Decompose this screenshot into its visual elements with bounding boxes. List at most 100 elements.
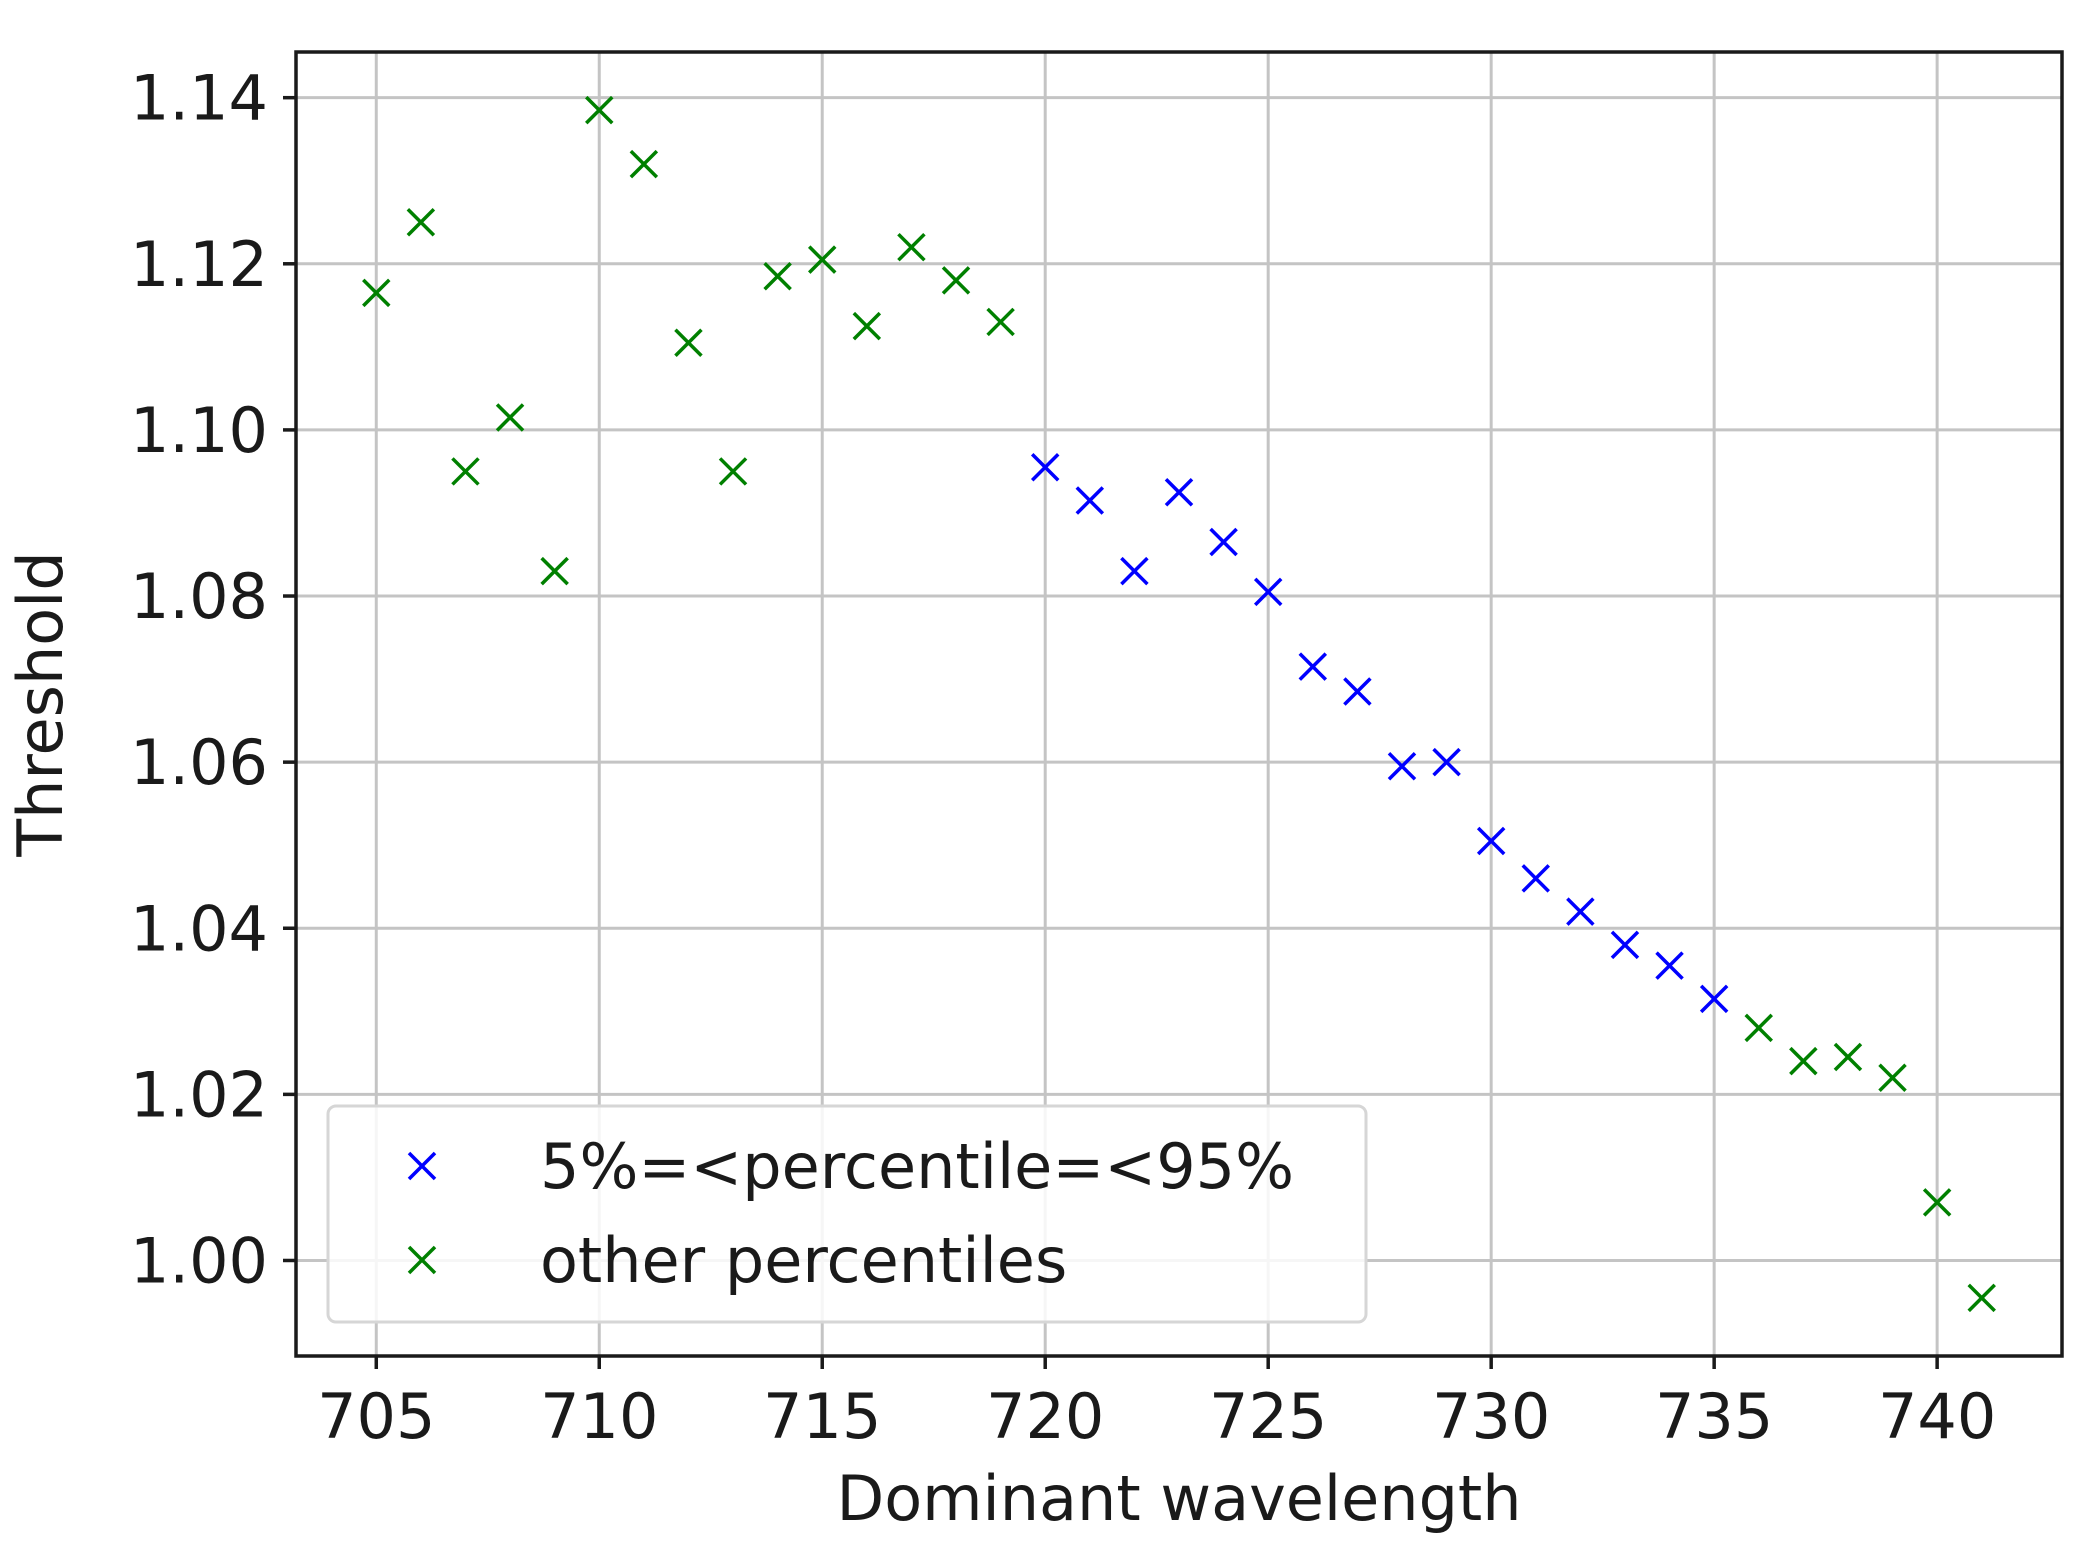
x-tick-label: 720 [986, 1380, 1104, 1453]
x-tick-label: 730 [1432, 1380, 1550, 1453]
x-mark-stroke [1253, 577, 1283, 607]
data-point-series-2 [1833, 1042, 1863, 1072]
legend: 5%=<percentile=<95% other percentiles [326, 1104, 1368, 1324]
x-mark-stroke [1343, 677, 1372, 706]
legend-label-series-2: other percentiles [540, 1224, 1067, 1297]
x-mark-stroke [986, 307, 1015, 337]
data-point-series-2 [941, 266, 971, 295]
data-points [362, 95, 1996, 1313]
x-mark-stroke [1432, 747, 1461, 777]
y-tick-label: 1.12 [130, 228, 268, 301]
x-mark-stroke [763, 262, 792, 291]
data-point-series-2 [1789, 1046, 1818, 1076]
x-mark-stroke [1476, 826, 1506, 856]
data-point-series-1 [1164, 477, 1194, 507]
legend-x-mark [407, 1151, 437, 1181]
x-mark-stroke [1967, 1283, 1996, 1313]
legend-box [326, 1104, 1368, 1324]
data-point-series-2 [540, 556, 569, 586]
legend-x-mark [407, 1245, 437, 1275]
x-mark-stroke [1744, 1013, 1773, 1043]
data-point-series-1 [1387, 752, 1417, 781]
x-mark-stroke [1075, 486, 1105, 515]
data-point-series-1 [1521, 864, 1551, 893]
x-mark-stroke [1521, 864, 1551, 893]
x-mark-stroke [1566, 897, 1595, 926]
x-mark-stroke [807, 245, 837, 274]
x-tick-label: 725 [1209, 1380, 1327, 1453]
data-point-series-2 [1922, 1188, 1952, 1217]
y-tick-label: 1.10 [130, 394, 268, 467]
x-mark-stroke [362, 278, 391, 308]
x-mark-stroke [1878, 1063, 1907, 1092]
data-point-series-2 [807, 245, 837, 274]
data-point-series-1 [1610, 930, 1640, 960]
data-point-series-1 [1209, 527, 1238, 557]
x-mark-stroke [407, 1151, 437, 1181]
x-mark-stroke [629, 149, 659, 179]
x-tick-label: 740 [1878, 1380, 1996, 1453]
x-tick-label: 735 [1655, 1380, 1773, 1453]
legend-marker-series-1 [407, 1151, 437, 1181]
x-mark-stroke [1833, 1042, 1863, 1072]
x-mark-stroke [1209, 527, 1238, 557]
x-tick-label: 715 [763, 1380, 881, 1453]
data-point-series-1 [1655, 951, 1684, 980]
x-mark-stroke [540, 556, 569, 586]
y-tick-label: 1.08 [130, 560, 268, 633]
legend-marker-series-2 [407, 1245, 437, 1275]
y-tick-label: 1.04 [130, 892, 268, 965]
x-mark-stroke [1387, 752, 1417, 781]
data-point-series-1 [1298, 652, 1328, 681]
y-tick-label: 1.02 [130, 1058, 268, 1131]
x-mark-stroke [1789, 1046, 1818, 1076]
plot-frame [294, 50, 2064, 1358]
y-tick-label: 1.14 [130, 62, 268, 135]
x-mark-stroke [451, 457, 480, 486]
data-point-series-1 [1030, 453, 1060, 482]
data-point-series-2 [852, 311, 882, 341]
x-mark-stroke [852, 311, 882, 341]
x-mark-stroke [897, 232, 926, 262]
data-point-series-1 [1432, 747, 1461, 777]
data-point-series-2 [897, 232, 926, 262]
data-point-series-2 [406, 208, 436, 237]
x-mark-stroke [406, 208, 436, 237]
data-point-series-2 [674, 328, 703, 357]
x-mark-stroke [1120, 556, 1149, 586]
data-point-series-2 [986, 307, 1015, 337]
axis-ticks: 705 710 715 720 725 730 735 740 1.00 1.02 1.04 1.06… [130, 62, 1996, 1453]
data-point-series-1 [1699, 984, 1729, 1014]
x-tick-label: 710 [540, 1380, 658, 1453]
y-tick-label: 1.00 [130, 1224, 268, 1297]
x-mark-stroke [1610, 930, 1640, 960]
plot-frame-rect [294, 50, 2064, 1358]
data-point-series-2 [495, 403, 525, 432]
x-mark-stroke [1699, 984, 1729, 1014]
x-mark-stroke [1922, 1188, 1952, 1217]
data-point-series-2 [362, 278, 391, 308]
y-axis-label: Threshold [4, 551, 77, 858]
x-mark-stroke [407, 1245, 437, 1275]
data-point-series-2 [629, 149, 659, 179]
data-point-series-2 [1744, 1013, 1773, 1043]
x-mark-stroke [674, 328, 703, 357]
y-tick-label: 1.06 [130, 726, 268, 799]
x-mark-stroke [1030, 453, 1060, 482]
grid [296, 52, 2062, 1356]
x-mark-stroke [1655, 951, 1684, 980]
data-point-series-2 [451, 457, 480, 486]
data-point-series-2 [718, 457, 748, 486]
data-point-series-2 [1967, 1283, 1996, 1313]
x-mark-stroke [1164, 477, 1194, 507]
x-mark-stroke [941, 266, 971, 295]
data-point-series-1 [1343, 677, 1372, 706]
data-point-series-1 [1476, 826, 1506, 856]
x-mark-stroke [585, 95, 614, 125]
data-point-series-1 [1075, 486, 1105, 515]
x-tick-label: 705 [317, 1380, 435, 1453]
x-mark-stroke [1298, 652, 1328, 681]
data-point-series-1 [1253, 577, 1283, 607]
x-mark-stroke [718, 457, 748, 486]
